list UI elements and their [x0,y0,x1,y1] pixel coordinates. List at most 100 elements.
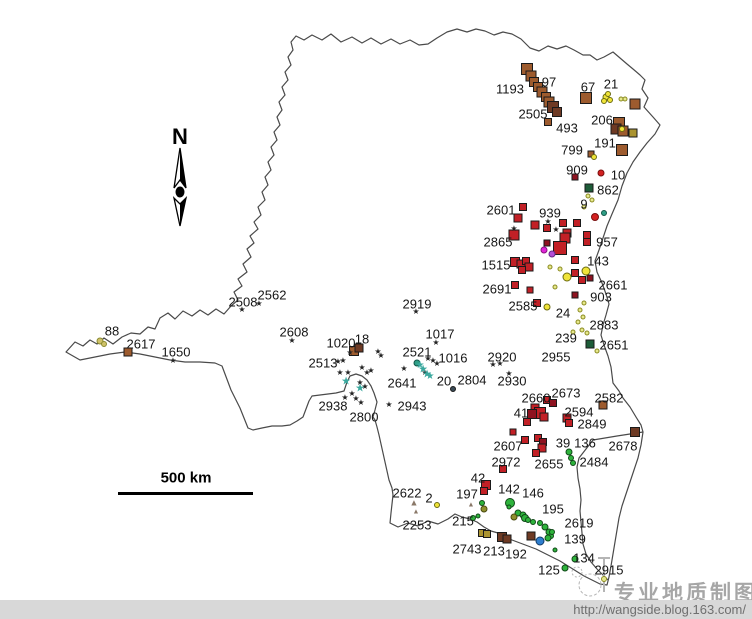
square-marker [629,98,641,110]
square-marker [583,238,591,246]
star-marker: ★ [422,368,432,381]
star-marker: ★ [424,354,432,363]
star-marker: ★ [374,347,382,356]
square-marker [565,419,573,427]
circle-marker [547,264,553,270]
square-marker [511,281,519,289]
sample-label: 125 [538,562,560,578]
circle-marker [552,547,558,553]
circle-marker [601,576,607,582]
circle-marker [591,213,599,221]
sample-label: 97 [541,74,557,90]
square-marker [508,229,520,241]
square-marker [628,128,638,138]
watermark-url-link[interactable]: http://wangside.blog.163.com/ [573,602,746,617]
sample-label: 909 [566,162,588,178]
star-marker: ★ [400,364,408,373]
sample-label: 2622 [392,485,422,501]
star-marker: ★ [344,368,352,377]
circle-marker [535,536,545,546]
sample-label: 2601 [486,202,516,218]
north-arrow-label: N [172,124,188,149]
circle-marker [475,513,481,519]
sample-label: 2521 [402,344,432,360]
star-marker: ★ [334,357,342,366]
sample-label: 2562 [257,287,287,303]
sample-label: 2594 [564,404,594,420]
sample-label: 18 [354,331,370,347]
circle-marker [597,169,605,177]
sample-label: 1020 [326,335,356,351]
sample-label: 139 [564,531,586,547]
sample-label: 195 [542,501,564,517]
sample-label: 2673 [551,385,581,401]
star-marker: ★ [433,359,441,368]
bottom-strip: http://wangside.blog.163.com/ [0,600,752,619]
circle-marker [619,126,625,132]
sample-label: 2920 [487,349,517,365]
star-marker: ★ [352,394,360,403]
star-marker: ★ [544,217,552,226]
triangle-marker: ▲ [467,501,475,509]
sample-label: 2919 [402,296,432,312]
sample-label: 42 [470,470,486,486]
circle-marker [548,250,556,258]
square-marker [616,144,628,156]
star-marker: ★ [358,363,366,372]
square-marker [521,436,529,444]
circle-marker [480,505,488,513]
sample-label: 2804 [457,372,487,388]
border-pedicle-line [576,431,644,581]
circle-marker [575,319,581,325]
square-marker [571,173,579,181]
square-marker [578,276,586,284]
star-marker: ★ [348,389,356,398]
sample-label: 206 [591,112,613,128]
star-marker: ★ [552,225,560,234]
square-marker [526,531,536,541]
star-marker: ★ [238,305,246,314]
star-marker: ★ [489,360,497,369]
square-marker [523,418,531,426]
square-marker [580,92,592,104]
sample-label: 2661 [598,277,628,293]
sample-label: 2617 [126,336,156,352]
square-marker [586,274,594,282]
circle-marker [540,246,548,254]
square-marker [123,347,133,357]
sample-label: 2505 [518,106,548,122]
sample-label: 1650 [161,344,191,360]
square-marker [532,449,540,457]
sample-label: 2691 [482,281,512,297]
star-marker: ★ [425,371,435,382]
star-marker: ★ [169,356,177,365]
star-marker: ★ [288,336,296,345]
sample-label: 191 [594,135,616,151]
circle-marker [434,502,440,508]
circle-marker [580,314,586,320]
circle-marker [581,300,587,306]
star-marker: ★ [421,368,429,377]
square-marker [544,118,552,126]
square-marker [518,266,526,274]
sample-label: 2 [425,490,433,506]
sample-label: 1017 [425,326,455,342]
scale-bar-line [118,492,253,495]
circle-marker [537,520,543,526]
sample-label: 143 [587,253,609,269]
square-marker [537,443,547,453]
circle-marker [581,204,587,210]
sample-label: 957 [596,234,618,250]
square-marker [543,224,551,232]
triangle-marker: ▲ [412,508,420,516]
sample-label: 1016 [438,350,468,366]
circle-marker [450,386,456,392]
scale-bar-label: 500 km [160,469,212,487]
circle-marker [622,96,628,102]
sample-label: 2865 [483,234,513,250]
sample-label: 1193 [496,81,524,97]
square-marker [549,399,557,407]
circle-marker [571,555,579,563]
